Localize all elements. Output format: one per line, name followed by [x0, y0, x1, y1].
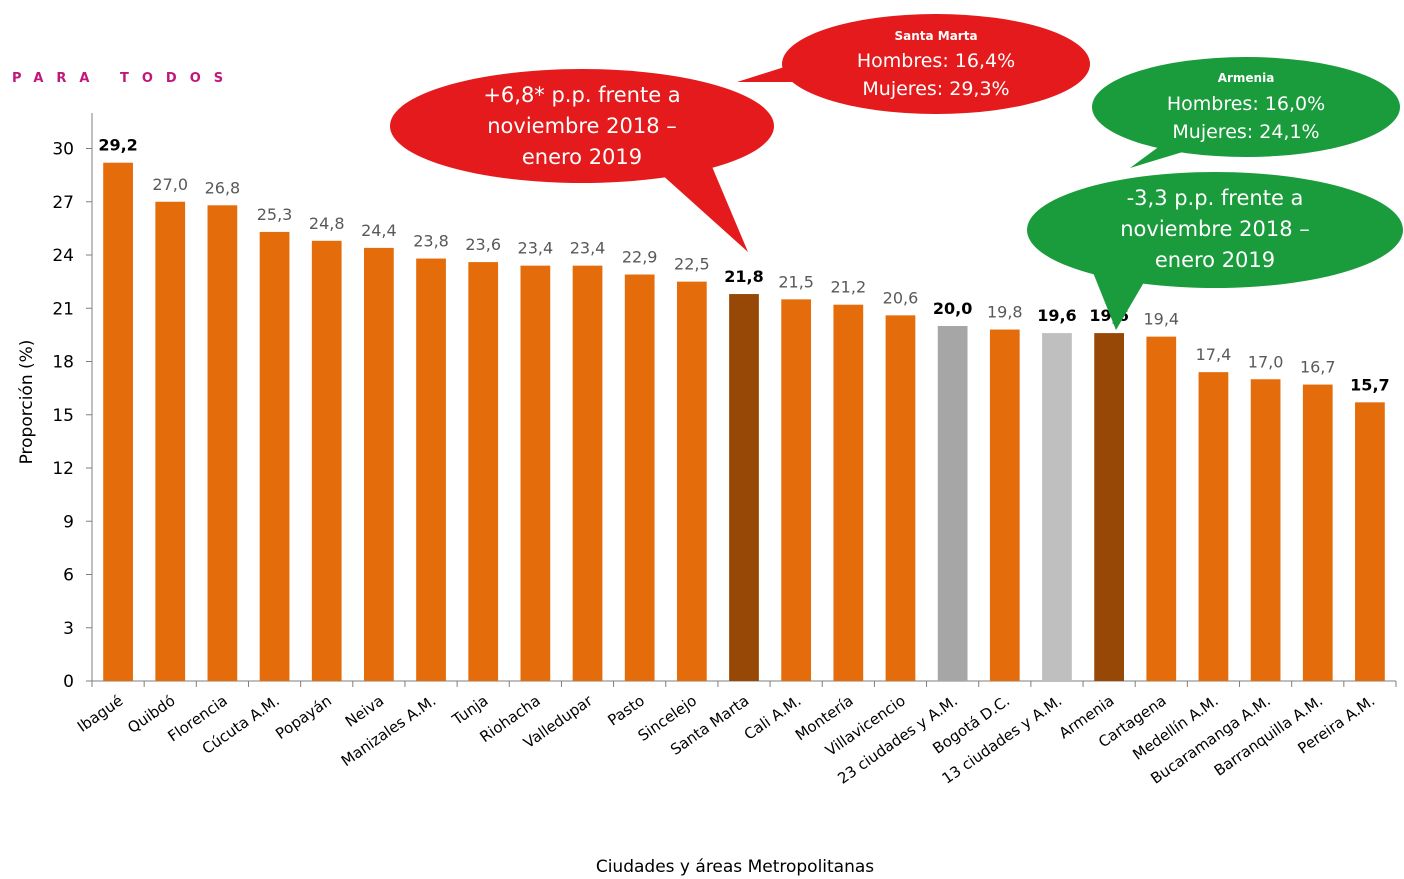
bar	[937, 326, 968, 681]
value-label: 23,8	[413, 232, 449, 251]
bar	[259, 231, 290, 682]
callout-santa-marta-detail-title: Santa Marta	[894, 29, 977, 43]
bar	[1302, 384, 1333, 681]
y-axis: 0 3 6 9 12 15 18 21 24 27 30	[52, 113, 93, 692]
value-label: 20,0	[933, 299, 972, 318]
bar	[416, 258, 446, 681]
category-label: Tunja	[448, 692, 491, 730]
x-axis-title: Ciudades y áreas Metropolitanas	[596, 857, 874, 877]
y-tick-label: 15	[52, 406, 74, 426]
category-label: Cali A.M.	[741, 692, 805, 744]
value-labels: 29,2 27,0 26,8 25,3 24,8 24,4 23,8 23,6 23,4 23,4…	[98, 136, 1389, 395]
value-label: 17,0	[1248, 352, 1284, 371]
bar	[624, 274, 655, 681]
value-label: 24,8	[309, 214, 345, 233]
bar	[207, 205, 238, 682]
bar	[311, 240, 342, 682]
y-tick-label: 12	[52, 459, 74, 479]
callout-santa-marta-change-bubble	[390, 69, 774, 183]
callout-santa-marta-detail-men: Hombres: 16,4%	[857, 50, 1015, 72]
y-tick-label: 3	[63, 619, 74, 639]
x-axis	[91, 680, 1397, 687]
callout-santa-marta-detail-bubble	[782, 14, 1090, 114]
bar	[572, 265, 603, 681]
value-label: 25,3	[257, 205, 293, 224]
value-label: 26,8	[205, 178, 241, 197]
category-label: Popayán	[272, 692, 335, 743]
callout-armenia-change: -3,3 p.p. frente a noviembre 2018 – ener…	[1027, 172, 1403, 330]
y-tick-label: 9	[63, 512, 74, 532]
callout-armenia-change-line-1: -3,3 p.p. frente a	[1127, 186, 1304, 210]
category-label: Pasto	[605, 692, 648, 730]
y-tick-label: 27	[52, 193, 74, 213]
y-axis-title: Proporción (%)	[17, 340, 37, 465]
callout-armenia-detail: Armenia Hombres: 16,0% Mujeres: 24,1%	[1092, 57, 1400, 168]
bar	[103, 162, 133, 681]
callout-santa-marta-change-line-1: +6,8* p.p. frente a	[483, 83, 680, 107]
value-label: 21,5	[778, 272, 814, 291]
value-label: 23,6	[465, 235, 501, 254]
callout-armenia-detail-bubble	[1092, 57, 1400, 157]
category-label: Manizales A.M.	[338, 692, 440, 771]
callout-armenia-change-line-3: enero 2019	[1155, 248, 1275, 272]
bar	[729, 294, 759, 681]
value-label: 21,2	[831, 278, 867, 297]
bar	[676, 281, 707, 681]
y-tick-label: 30	[52, 140, 74, 160]
value-label: 23,4	[518, 239, 554, 258]
value-label: 23,4	[570, 239, 606, 258]
bar	[1355, 402, 1385, 681]
callout-santa-marta-detail: Santa Marta Hombres: 16,4% Mujeres: 29,3…	[737, 14, 1090, 114]
bar	[989, 329, 1020, 681]
bar	[1250, 379, 1281, 681]
value-label: 29,2	[98, 136, 137, 155]
callout-santa-marta-detail-women: Mujeres: 29,3%	[862, 78, 1009, 100]
value-label: 20,6	[883, 288, 919, 307]
value-label: 19,8	[987, 303, 1023, 322]
value-label: 24,4	[361, 221, 397, 240]
bar	[833, 304, 864, 681]
bar	[520, 265, 551, 681]
value-label: 22,5	[674, 255, 710, 274]
bar	[468, 262, 499, 681]
y-tick-label: 21	[52, 299, 74, 319]
callout-santa-marta-change-line-2: noviembre 2018 –	[487, 114, 677, 138]
bar	[155, 201, 186, 681]
value-label: 27,0	[152, 175, 188, 194]
y-tick-label: 0	[63, 672, 74, 692]
y-tick-label: 18	[52, 353, 74, 373]
callout-armenia-detail-women: Mujeres: 24,1%	[1172, 121, 1319, 143]
bar	[1042, 333, 1072, 681]
callout-armenia-change-tail	[1092, 270, 1150, 330]
value-label: 22,9	[622, 248, 658, 267]
y-tick-label: 24	[52, 246, 74, 266]
bar	[1094, 333, 1124, 681]
callout-armenia-detail-title: Armenia	[1218, 71, 1275, 85]
bar	[1146, 336, 1177, 681]
header-tagline: PARA TODOS	[12, 71, 236, 86]
value-label: 16,7	[1300, 358, 1336, 377]
value-label: 15,7	[1350, 375, 1389, 394]
value-label: 21,8	[724, 267, 763, 286]
callout-armenia-detail-men: Hombres: 16,0%	[1167, 93, 1325, 115]
callout-armenia-change-bubble	[1027, 172, 1403, 288]
callout-santa-marta-change: +6,8* p.p. frente a noviembre 2018 – ene…	[390, 69, 774, 252]
bars	[103, 162, 1385, 682]
value-label: 19,4	[1143, 310, 1179, 329]
category-label: Ibagué	[74, 692, 126, 736]
callout-armenia-change-line-2: noviembre 2018 –	[1120, 217, 1310, 241]
bar	[1198, 372, 1229, 681]
value-label: 19,6	[1037, 306, 1076, 325]
bar	[781, 299, 812, 681]
bar	[364, 247, 394, 681]
callout-santa-marta-change-line-3: enero 2019	[522, 145, 642, 169]
y-tick-label: 6	[63, 566, 74, 586]
bar	[885, 315, 916, 681]
value-label: 17,4	[1196, 345, 1232, 364]
